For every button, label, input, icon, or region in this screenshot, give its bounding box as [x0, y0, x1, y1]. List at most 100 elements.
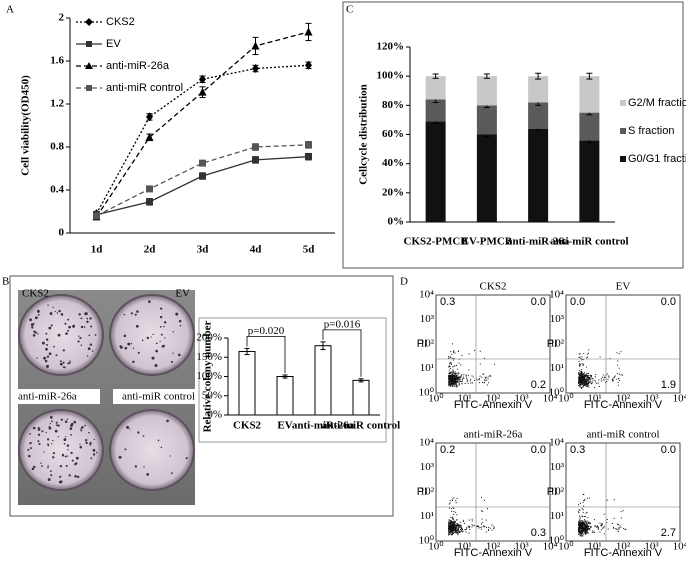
event-dot [451, 379, 453, 381]
event-dot [587, 377, 589, 379]
event-dot [579, 522, 581, 524]
quadrant-value: 0.2 [531, 379, 546, 391]
legend-label: G0/G1 fraction [628, 153, 686, 165]
event-dot [456, 378, 458, 380]
event-dot [601, 522, 603, 524]
event-dot [584, 532, 586, 534]
event-dot [477, 379, 479, 381]
colony [56, 312, 59, 314]
event-dot [587, 527, 589, 529]
event-dot [586, 523, 588, 525]
event-dot [578, 382, 580, 384]
event-dot [584, 529, 586, 531]
event-dot [583, 493, 585, 495]
y-tick-label: 1.2 [50, 98, 64, 110]
event-dot [606, 521, 608, 523]
event-dot [581, 526, 583, 528]
colony [33, 330, 36, 333]
event-dot [600, 524, 602, 526]
colony [69, 360, 71, 362]
event-dot [608, 376, 610, 378]
event-dot [448, 507, 450, 509]
event-dot [481, 381, 483, 383]
event-dot [454, 379, 456, 381]
quadrant-value: 0.0 [661, 296, 676, 308]
colony [46, 438, 50, 441]
flow-x-label: FITC-Annexin V [584, 547, 663, 559]
event-dot [449, 525, 451, 527]
colony [119, 345, 122, 348]
colony [73, 420, 77, 424]
event-dot [602, 376, 604, 378]
colony [32, 322, 35, 325]
event-dot [588, 380, 590, 382]
colony [80, 428, 82, 430]
event-dot [456, 523, 458, 525]
colony [79, 445, 83, 449]
event-dot [454, 528, 456, 530]
flow-y-tick: 10⁴ [419, 289, 434, 301]
event-dot [457, 530, 459, 532]
event-dot [581, 508, 583, 510]
event-dot [449, 531, 451, 533]
event-dot [451, 374, 453, 376]
event-dot [578, 504, 580, 506]
y-axis-label: Cell viability(OD450) [20, 75, 32, 176]
error-bar [586, 72, 593, 80]
event-dot [448, 381, 450, 383]
event-dot [479, 375, 481, 377]
event-dot [582, 516, 584, 518]
event-dot [453, 379, 455, 381]
event-dot [578, 384, 580, 386]
event-dot [450, 380, 452, 382]
event-dot [455, 386, 457, 388]
event-dot [453, 527, 455, 529]
event-dot [450, 382, 452, 384]
event-dot [453, 381, 455, 383]
event-dot [478, 379, 480, 381]
event-dot [453, 365, 455, 367]
event-dot [620, 511, 622, 513]
petri-dish [18, 409, 104, 491]
colony [175, 312, 179, 316]
event-dot [580, 535, 582, 537]
event-dot [582, 359, 584, 361]
event-dot [483, 382, 485, 384]
event-dot [579, 382, 581, 384]
marker [305, 153, 312, 161]
event-dot [582, 494, 584, 496]
event-dot [618, 367, 620, 369]
colony [52, 456, 55, 459]
event-dot [585, 528, 587, 530]
event-dot [453, 352, 455, 354]
event-dot [451, 353, 453, 355]
event-dot [481, 518, 483, 520]
event-dot [451, 357, 453, 359]
event-dot [452, 523, 454, 525]
colony [43, 451, 45, 453]
colony [80, 325, 84, 329]
event-dot [455, 502, 457, 504]
event-dot [580, 379, 582, 381]
event-dot [620, 526, 622, 528]
event-dot [483, 526, 485, 528]
marker [199, 74, 206, 84]
flow-x-label: FITC-Annexin V [584, 399, 663, 411]
event-dot [450, 351, 452, 353]
event-dot [581, 386, 583, 388]
event-dot [448, 527, 450, 529]
event-dot [464, 382, 466, 384]
event-dot [448, 525, 450, 527]
error-bar [432, 73, 439, 79]
y-tick-label: 0% [388, 216, 405, 228]
petri-dish [109, 294, 195, 376]
event-dot [618, 524, 620, 526]
event-dot [581, 531, 583, 533]
quadrant-value: 0.3 [531, 527, 546, 539]
event-dot [456, 385, 458, 387]
event-dot [595, 381, 597, 383]
event-dot [458, 531, 460, 533]
event-dot [450, 375, 452, 377]
panel-label: B [2, 276, 9, 288]
colony-label: anti-miR control [122, 391, 195, 403]
